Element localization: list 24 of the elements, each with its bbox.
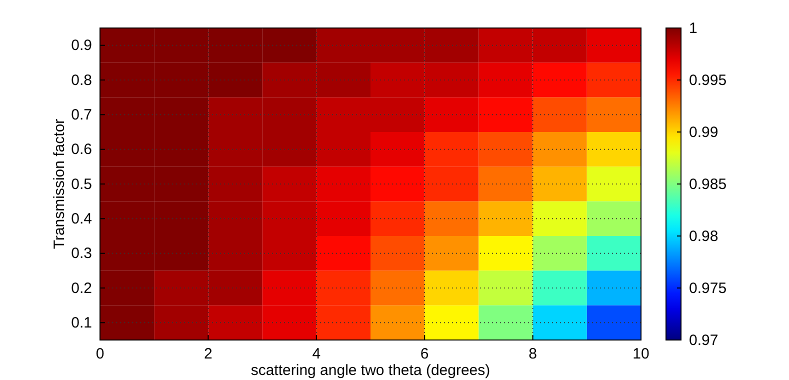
y-tick-label: 0.5 [71,176,92,193]
color-bar-label: 1 [689,20,698,37]
y-tick-label: 0.1 [71,314,92,332]
y-tick-label: 0.7 [71,106,92,124]
y-tick-label: 0.8 [71,72,92,89]
x-tick-label: 2 [204,346,212,363]
color-bar-label: 0.975 [689,280,727,297]
color-bar-label: 0.98 [689,228,718,245]
color-bar-label: 0.99 [689,124,718,141]
x-tick-label: 0 [96,346,104,363]
color-bar-label: 0.97 [689,332,718,349]
x-tick-label: 6 [420,346,429,363]
x-tick-label: 8 [528,346,537,363]
y-tick-label: 0.3 [71,245,92,262]
color-bar-label: 0.995 [689,72,727,89]
y-axis-title: Transmission factor [51,118,68,250]
y-tick-label: 0.9 [71,37,92,54]
x-axis-title: scattering angle two theta (degrees) [250,362,490,379]
y-tick-label: 0.6 [71,141,92,158]
x-tick-label: 10 [632,346,650,363]
y-tick-label: 0.2 [71,280,92,297]
color-bar-label: 0.985 [689,176,727,193]
y-tick-label: 0.4 [71,210,92,228]
x-tick-label: 4 [312,346,321,363]
